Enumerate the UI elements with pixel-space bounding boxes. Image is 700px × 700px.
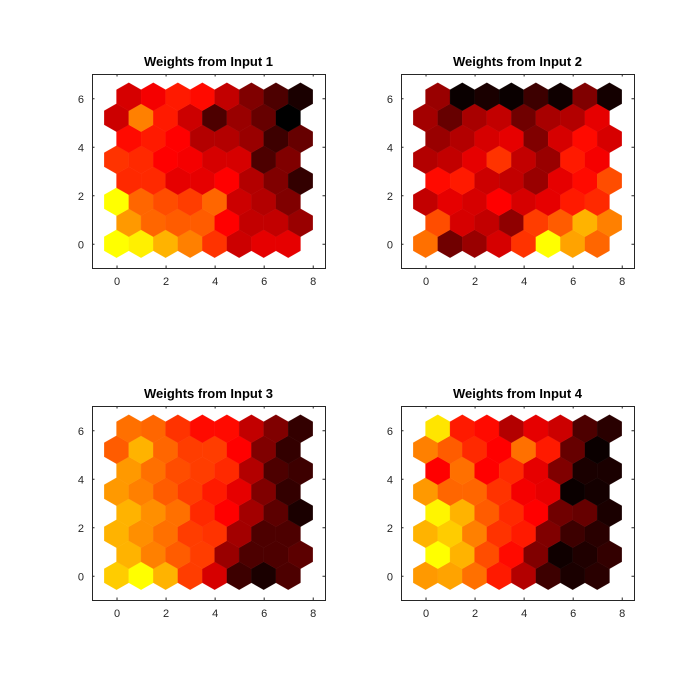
y-tick-label: 4 [78, 142, 84, 154]
y-tick-label: 6 [387, 94, 393, 106]
y-tick-label: 2 [387, 191, 393, 203]
axes-box [401, 74, 635, 269]
panel-title: Weights from Input 2 [453, 54, 582, 69]
x-tick-label: 0 [114, 276, 120, 288]
panel-title: Weights from Input 4 [453, 386, 583, 401]
y-tick-label: 6 [78, 426, 84, 438]
x-tick-label: 0 [114, 608, 120, 620]
weight-plane-panel-4: 0 2 4 6 8 0 2 4 6 Weights from Input 4 [387, 386, 635, 620]
x-tick-label: 2 [163, 608, 169, 620]
x-tick-label: 8 [619, 276, 625, 288]
y-tick-label: 2 [78, 191, 84, 203]
y-tick-label: 2 [78, 523, 84, 535]
x-tick-label: 6 [570, 608, 576, 620]
x-tick-label: 0 [423, 276, 429, 288]
panel-title: Weights from Input 1 [144, 54, 273, 69]
axes-box [401, 406, 635, 601]
x-tick-label: 6 [570, 276, 576, 288]
neuron-hex [597, 82, 622, 111]
x-tick-label: 8 [310, 276, 316, 288]
x-tick-label: 4 [521, 276, 527, 288]
y-tick-label: 0 [387, 571, 393, 583]
x-tick-label: 0 [423, 608, 429, 620]
y-tick-label: 4 [387, 474, 393, 486]
x-tick-label: 8 [619, 608, 625, 620]
neuron-hex [597, 414, 622, 443]
y-tick-label: 0 [78, 571, 84, 583]
y-tick-label: 2 [387, 523, 393, 535]
x-tick-label: 2 [472, 608, 478, 620]
y-tick-label: 4 [387, 142, 393, 154]
weight-plane-panel-2: 0 2 4 6 8 0 2 4 6 Weights from Input 2 [387, 54, 635, 288]
neuron-hex [288, 82, 313, 111]
weight-plane-panel-3: 0 2 4 6 8 0 2 4 6 Weights from Input 3 [78, 386, 326, 620]
axes-box [92, 406, 326, 601]
panel-title: Weights from Input 3 [144, 386, 273, 401]
y-tick-label: 6 [387, 426, 393, 438]
x-tick-label: 6 [261, 608, 267, 620]
y-tick-label: 6 [78, 94, 84, 106]
x-tick-label: 4 [521, 608, 527, 620]
x-tick-label: 6 [261, 276, 267, 288]
x-tick-label: 8 [310, 608, 316, 620]
x-tick-label: 2 [472, 276, 478, 288]
x-tick-label: 2 [163, 276, 169, 288]
weight-plane-panel-1: 0 2 4 6 8 0 2 4 6 Weights from Input 1 [78, 54, 326, 288]
x-tick-label: 4 [212, 276, 218, 288]
y-tick-label: 0 [78, 239, 84, 251]
x-tick-label: 4 [212, 608, 218, 620]
axes-box [92, 74, 326, 269]
neuron-hex [288, 414, 313, 443]
y-tick-label: 4 [78, 474, 84, 486]
y-tick-label: 0 [387, 239, 393, 251]
